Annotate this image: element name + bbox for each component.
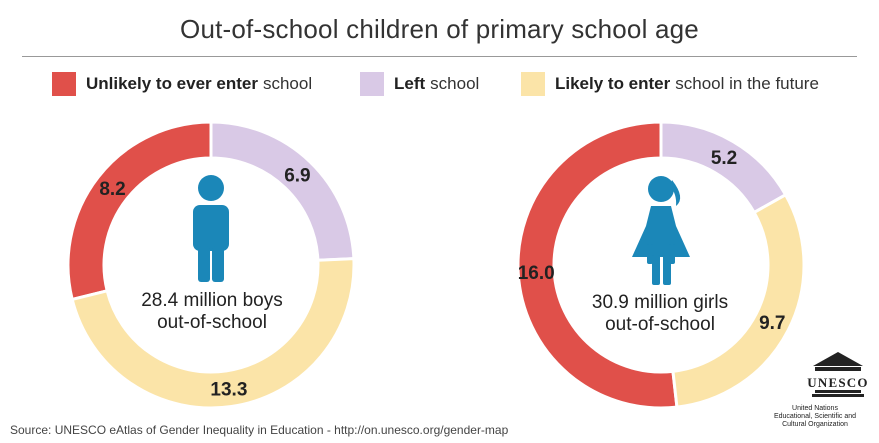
legend-item-left: Left school [360, 72, 479, 96]
unesco-caption-line2: Educational, Scientific and [773, 413, 857, 420]
unesco-caption-line3: Cultural Organization [782, 421, 848, 428]
donut-value-label-0-1: 6.9 [284, 166, 310, 187]
source-note: Source: UNESCO eAtlas of Gender Inequali… [10, 423, 509, 437]
donut-slice-0-2 [70, 257, 356, 410]
legend-label-bold: Unlikely to ever enter [86, 74, 258, 93]
unesco-logo-text: UNESCO [807, 375, 868, 390]
donut-value-label-1-1: 5.2 [711, 148, 737, 169]
legend-label-bold: Left [394, 74, 426, 93]
boys-center-label: 28.4 million boys out-of-school [130, 290, 294, 334]
girls-center-label: 30.9 million girls out-of-school [578, 292, 742, 336]
boy-icon [193, 175, 229, 282]
legend-label-rest: school in the future [675, 74, 819, 93]
boys-center-line1: 28.4 million boys [141, 290, 283, 311]
page-title: Out-of-school children of primary school… [180, 14, 699, 44]
unesco-caption: United Nations Educational, Scientific a… [765, 405, 865, 429]
unesco-caption-line1: United Nations [792, 405, 838, 412]
legend-swatch-unlikely [52, 72, 76, 96]
legend-swatch-likely [521, 72, 545, 96]
legend-label-rest: school [430, 74, 480, 93]
girl-icon [632, 176, 690, 285]
donut-value-label-0-2: 13.3 [210, 380, 247, 401]
donut-value-label-1-0: 16.0 [518, 263, 555, 284]
legend-item-unlikely: Unlikely to ever enter school [52, 72, 312, 96]
legend-label-rest: school [262, 74, 313, 93]
legend-item-likely: Likely to enter school in the future [521, 72, 819, 96]
donut-slice-0-0 [66, 120, 213, 302]
girls-donut-chart: 16.0 5.2 9.7 [516, 120, 806, 410]
boys-donut-chart: 8.2 6.9 13.3 [66, 120, 356, 410]
girls-center-line1: 30.9 million girls [591, 292, 729, 313]
legend: Unlikely to ever enter school Left schoo… [0, 72, 879, 102]
donut-slice-1-0 [516, 120, 679, 410]
boys-center-line2: out-of-school [157, 312, 267, 333]
girls-center-line2: out-of-school [605, 314, 715, 335]
unesco-logo-icon [812, 352, 864, 397]
legend-label-bold: Likely to enter [555, 74, 671, 93]
legend-swatch-left [360, 72, 384, 96]
donut-value-label-0-0: 8.2 [99, 179, 125, 200]
donut-slice-0-1 [209, 120, 356, 262]
donut-value-label-1-2: 9.7 [759, 313, 785, 334]
title-divider [22, 56, 857, 57]
donut-slice-1-2 [671, 192, 806, 409]
